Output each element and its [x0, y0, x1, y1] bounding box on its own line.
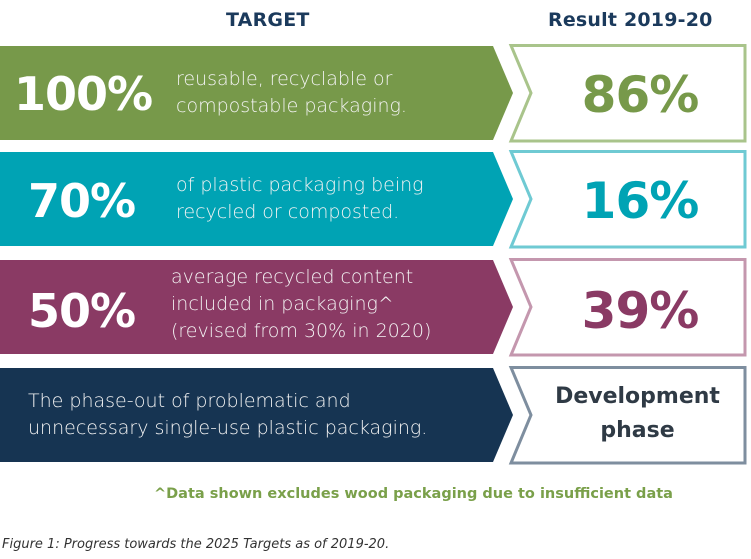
navy-arrow-shape [0, 368, 513, 462]
description-line: (revised from 30% in 2020) [171, 320, 432, 342]
description-line: unnecessary single-use plastic packaging… [28, 417, 428, 439]
result-column-header: Result 2019-20 [548, 9, 713, 31]
target-description: The phase-out of problematic and unneces… [28, 388, 427, 442]
description-line: recycled or composted. [176, 201, 400, 223]
footnote: ^Data shown excludes wood packaging due … [154, 486, 673, 502]
description-line: of plastic packaging being [176, 174, 424, 196]
target-description: average recycled content included in pac… [171, 264, 431, 345]
figure-caption: Figure 1: Progress towards the 2025 Targ… [2, 537, 390, 552]
result-chevron-box [508, 44, 747, 143]
result-chevron-box [508, 366, 747, 465]
description-line: reusable, recyclable or [176, 68, 393, 90]
description-line: included in packaging^ [171, 293, 394, 315]
target-description: reusable, recyclable or compostable pack… [176, 66, 407, 120]
target-row-recycled-content: 50% average recycled content included in… [0, 258, 751, 358]
green-arrow-shape [0, 46, 513, 140]
plum-arrow-shape [0, 260, 513, 354]
target-value: 100% [14, 67, 153, 121]
description-line: average recycled content [171, 266, 414, 288]
teal-arrow-shape [0, 152, 513, 246]
result-value: 16% [581, 172, 700, 230]
target-row-packaging: 100% reusable, recyclable or compostable… [0, 44, 751, 144]
result-chevron-box [508, 258, 747, 357]
description-line: The phase-out of problematic and [28, 390, 351, 412]
target-value: 70% [28, 174, 136, 228]
result-value: 86% [581, 66, 700, 124]
result-status-text: Development phase [530, 380, 745, 448]
description-line: compostable packaging. [176, 95, 407, 117]
target-description: of plastic packaging being recycled or c… [176, 172, 424, 226]
result-status-line: Development [555, 384, 720, 409]
result-status-line: phase [600, 418, 675, 443]
result-chevron-box [508, 150, 747, 249]
target-column-header: TARGET [226, 9, 310, 31]
target-value: 50% [28, 284, 136, 338]
target-row-recycling: 70% of plastic packaging being recycled … [0, 150, 751, 250]
result-value: 39% [581, 282, 700, 340]
target-row-phase-out: The phase-out of problematic and unneces… [0, 366, 751, 466]
